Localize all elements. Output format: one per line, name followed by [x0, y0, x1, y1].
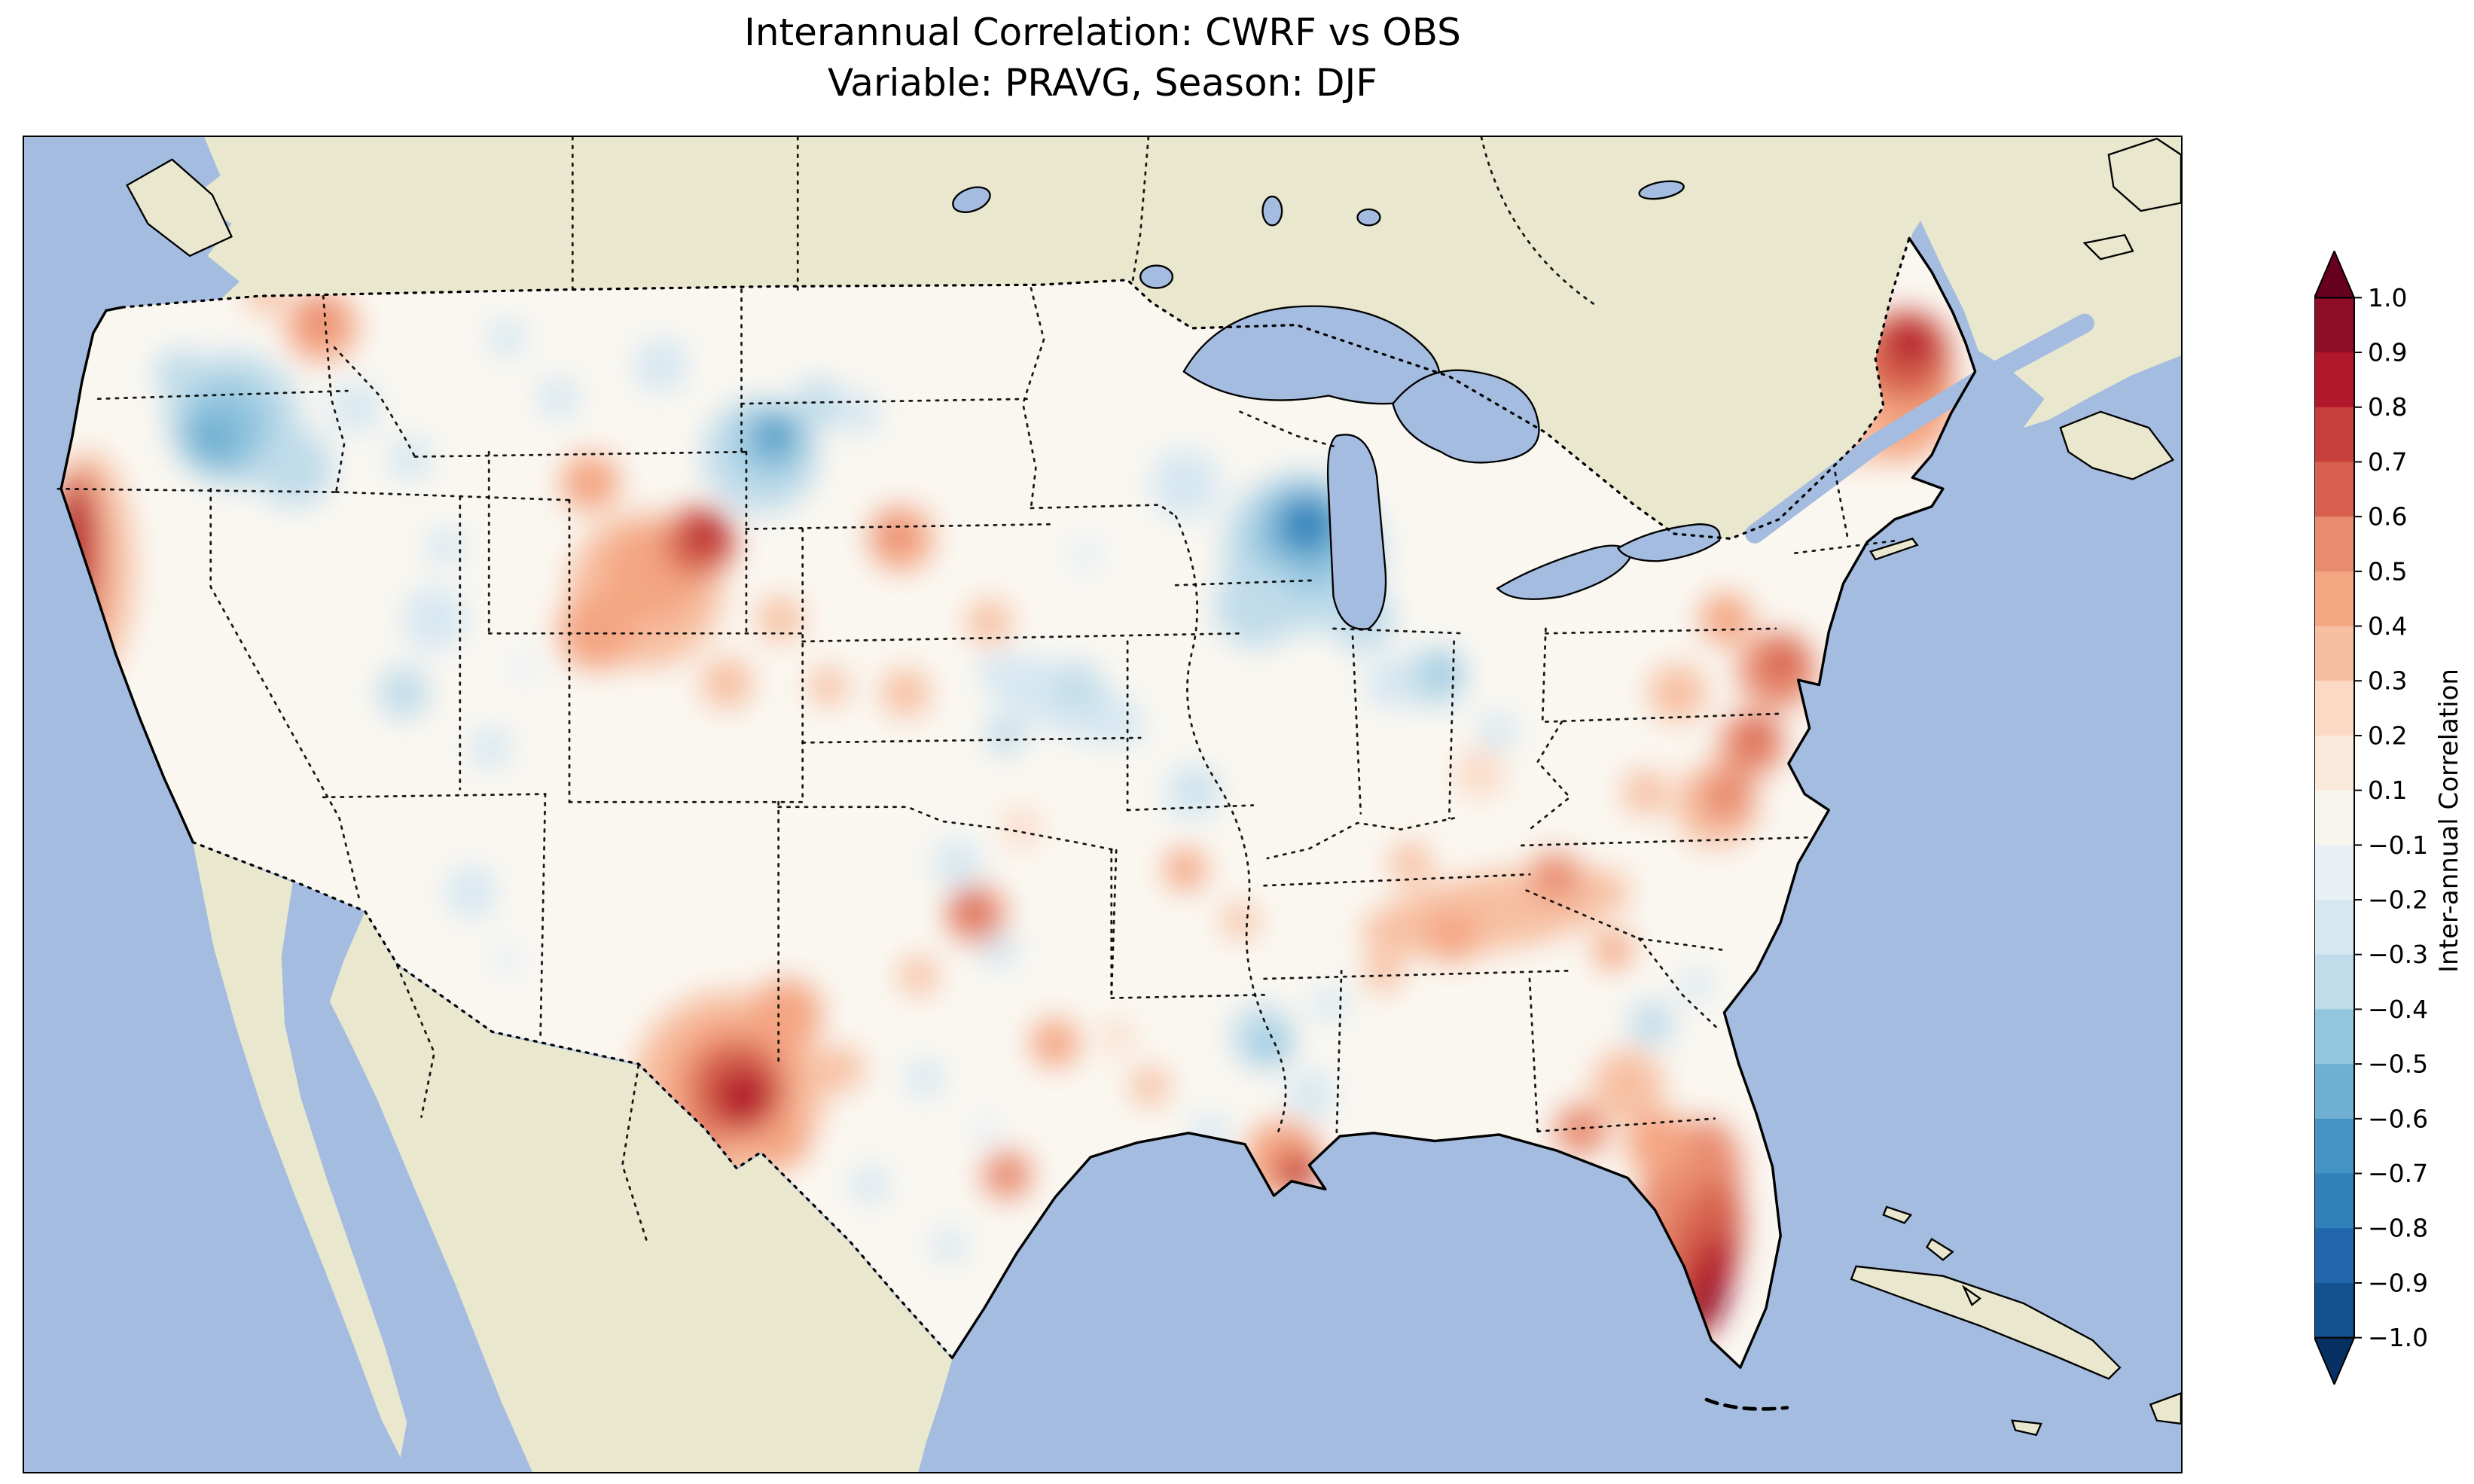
correlation-field [61, 275, 1958, 1342]
canadian-lakes [952, 180, 1685, 289]
coastline-pacific [59, 306, 194, 844]
svg-text:1.0: 1.0 [2368, 283, 2407, 312]
svg-text:0.3: 0.3 [2368, 666, 2407, 696]
bahamas-islands [1882, 1205, 1981, 1306]
lake-superior [1182, 305, 1441, 405]
figure-title-line2: Variable: PRAVG, Season: DJF [827, 61, 1377, 105]
svg-text:−0.1: −0.1 [2368, 830, 2428, 860]
svg-text:−0.2: −0.2 [2368, 885, 2428, 915]
svg-text:−0.8: −0.8 [2368, 1214, 2428, 1243]
nova-scotia [2059, 410, 2175, 480]
svg-text:−0.4: −0.4 [2368, 995, 2428, 1024]
lake-ontario [1616, 523, 1721, 562]
long-island [1869, 538, 1919, 561]
svg-text:0.2: 0.2 [2368, 721, 2407, 750]
svg-text:0.8: 0.8 [2368, 392, 2407, 422]
hispaniola-island [2149, 1392, 2181, 1425]
anticosti-island [2082, 233, 2134, 261]
baja-california [193, 842, 407, 1458]
colorbar-svg: 1.0 0.9 0.8 0.7 0.6 0.5 0.4 0.3 0.2 0.1 −0.1 −0.2 −0… [2314, 251, 2428, 1385]
colorbar-axis-label: Inter-annual Correlation [2434, 669, 2464, 973]
great-lakes [1182, 305, 1721, 630]
national-border-canada [120, 236, 1911, 541]
coastline-atlantic-gulf [950, 236, 1977, 1370]
svg-text:0.1: 0.1 [2368, 776, 2407, 805]
lake-michigan [1326, 434, 1387, 630]
state-borders [56, 287, 1901, 1136]
svg-text:0.6: 0.6 [2368, 502, 2407, 532]
canada-landmass [191, 137, 2181, 542]
svg-text:−0.3: −0.3 [2368, 940, 2428, 969]
lake-huron [1392, 369, 1540, 464]
st-lawrence-river [1745, 313, 2094, 544]
national-border-mexico [191, 841, 953, 1360]
figure-title-line1: Interannual Correlation: CWRF vs OBS [744, 11, 1461, 54]
svg-text:0.4: 0.4 [2368, 611, 2407, 641]
jamaica-island [2011, 1419, 2042, 1437]
vancouver-island [126, 158, 233, 257]
figure-title: Interannual Correlation: CWRF vs OBS Var… [23, 8, 2183, 108]
svg-text:0.5: 0.5 [2368, 556, 2407, 586]
svg-text:−0.7: −0.7 [2368, 1159, 2428, 1188]
svg-text:−0.6: −0.6 [2368, 1104, 2428, 1133]
svg-text:−0.9: −0.9 [2368, 1268, 2428, 1297]
florida-keys [1704, 1397, 1789, 1411]
svg-text:−1.0: −1.0 [2368, 1323, 2428, 1352]
svg-text:−0.5: −0.5 [2368, 1050, 2428, 1079]
svg-text:0.9: 0.9 [2368, 338, 2407, 367]
map-svg [24, 137, 2181, 1472]
newfoundland [2107, 137, 2181, 212]
mexico-landmass [329, 911, 953, 1472]
colorbar: 1.0 0.9 0.8 0.7 0.6 0.5 0.4 0.3 0.2 0.1 −0.1 −0.2 −0… [2314, 251, 2446, 1385]
svg-text:0.7: 0.7 [2368, 447, 2407, 477]
map-axes [23, 136, 2183, 1473]
us-landmass [61, 238, 1975, 1368]
province-borders [396, 137, 1595, 1247]
cuba-island [1850, 1265, 2122, 1380]
